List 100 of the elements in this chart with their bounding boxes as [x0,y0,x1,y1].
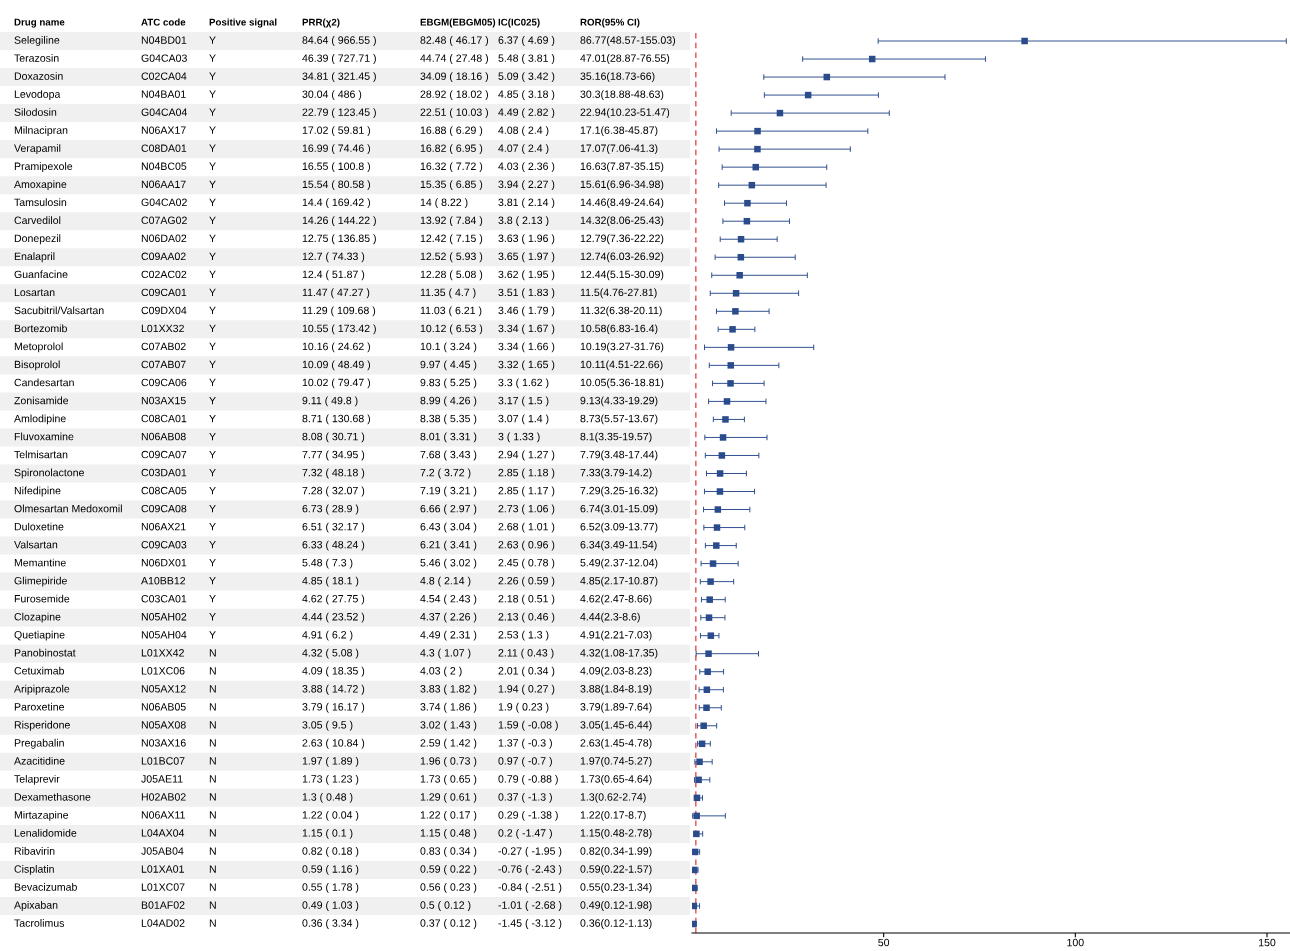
text: 0.37 ( -1.3 ) [498,792,552,803]
text: C09CA07 [141,450,187,459]
text: Pregabalin [14,738,64,749]
point [722,416,729,423]
point [703,686,711,693]
text: J05AB04 [141,847,184,855]
text: 3.8 ( 2.13 ) [498,216,549,227]
text: 10.05(5.36-18.81) [580,378,664,389]
text: C08CA05 [141,486,187,495]
point [754,145,761,153]
text: C09DX04 [141,306,187,315]
text: 0.82(0.34-1.99) [580,846,652,857]
text: Y [209,414,216,423]
text: 2.63 ( 0.96 ) [498,540,555,551]
text: Enalapril [14,252,55,263]
text: 3.62 ( 1.95 ) [498,270,555,281]
text: 4.8 ( 2.14 ) [420,576,471,587]
text: 17.07(7.06-41.3) [580,144,658,155]
text: Glimepiride [14,576,67,587]
text: 3.83 ( 1.82 ) [420,684,477,695]
text: N [209,685,216,693]
text: Dexamethasone [14,792,91,801]
text: 46.39 ( 727.71 ) [302,54,376,64]
point [713,524,721,531]
text: Risperidone [14,720,70,731]
text: 3.79(1.89-7.64) [580,702,652,713]
text: L01XX32 [141,324,184,333]
text: Y [209,468,216,477]
point [752,163,760,171]
text: 84.64 ( 966.55 ) [302,36,376,46]
text: 2.73 ( 1.06 ) [498,504,555,515]
text: 6.37 ( 4.69 ) [498,36,555,46]
text: 4.91(2.21-7.03) [580,630,652,641]
text: 11.32(6.38-20.11) [580,306,662,317]
text: 9.11 ( 49.8 ) [302,396,358,407]
text: 1.73(0.65-4.64) [580,774,652,785]
text: 4.62(2.47-8.66) [580,594,652,605]
text: G04CA02 [141,198,187,207]
text: J05AE11 [141,775,183,783]
text: 0.56 ( 0.23 ) [420,883,477,893]
text: C02CA04 [141,72,187,80]
text: Cisplatin [14,865,54,875]
text: N05AX08 [141,721,186,729]
text: Y [209,306,216,315]
text: Apixaban [14,901,58,911]
text: -1.01 ( -2.68 ) [498,901,562,911]
text: 12.44(5.15-30.09) [580,270,664,281]
text: 4.49 ( 2.31 ) [420,630,477,641]
category-label: Drug name [14,18,65,28]
text: 6.74(3.01-15.09) [580,504,658,515]
text: N [209,883,216,891]
text: 9.13(4.33-19.29) [580,396,658,407]
text: Y [209,595,216,603]
text: 1.97(0.74-5.27) [580,756,652,767]
text: 11.03 ( 6.21 ) [420,306,482,317]
point [736,272,743,279]
text: 2.85 ( 1.18 ) [498,468,555,479]
text: Sacubitril/Valsartan [14,306,104,315]
text: 34.09 ( 18.16 ) [420,72,488,82]
text: Doxazosin [14,72,63,80]
text: 1.94 ( 0.27 ) [498,684,555,695]
text: 0.59 ( 0.22 ) [420,865,477,875]
text: -0.84 ( -2.51 ) [498,883,562,893]
text: 30.04 ( 486 ) [302,90,362,100]
text: 10.12 ( 6.53 ) [420,324,483,335]
text: Silodosin [14,108,57,116]
text: 4.49 ( 2.82 ) [498,108,555,118]
text: C09CA01 [141,288,187,297]
text: 6.34(3.49-11.54) [580,540,657,551]
text: C08CA01 [141,414,187,423]
text: 4.03 ( 2 ) [420,666,462,677]
point [714,506,722,513]
text: 2.45 ( 0.78 ) [498,558,555,569]
text: Y [209,180,216,188]
text: 3.88 ( 14.72 ) [302,684,365,695]
text: Aripiprazole [14,684,70,695]
text: Candesartan [14,378,74,387]
text: Quetiapine [14,630,65,641]
text: N [209,703,216,711]
point [705,650,712,657]
text: N04BA01 [141,90,186,98]
text: 1.73 ( 0.65 ) [420,774,477,785]
text: N05AX12 [141,685,186,693]
text: 17.02 ( 59.81 ) [302,126,370,137]
text: 28.92 ( 18.02 ) [420,90,488,100]
text: 0.49 ( 1.03 ) [302,901,359,911]
text: 3.63 ( 1.96 ) [498,234,555,245]
text: N [209,667,216,675]
text: 3 ( 1.33 ) [498,432,540,443]
text: 6.52(3.09-13.77) [580,522,658,533]
text: 6.73 ( 28.9 ) [302,504,359,515]
point [716,488,724,495]
text: Azacitidine [14,756,65,765]
text: 8.1(3.35-19.57) [580,432,652,443]
text: 1.3(0.62-2.74) [580,792,646,803]
text: 3.34 ( 1.67 ) [498,324,555,335]
point [729,326,736,333]
text: Cetuximab [14,666,65,675]
category-label: Positive signal [209,18,277,28]
text: 1.15(0.48-2.78) [580,828,652,839]
